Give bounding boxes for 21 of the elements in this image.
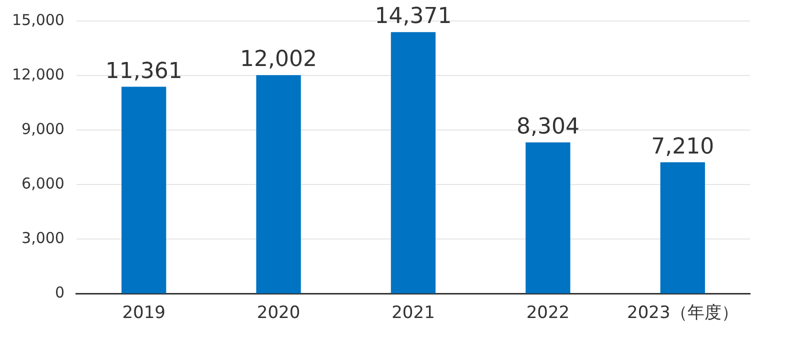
x-tick-label: 2019 bbox=[122, 303, 166, 324]
y-tick-label: 12,000 bbox=[12, 65, 64, 84]
bar bbox=[122, 86, 166, 294]
x-tick-label: 2020 bbox=[256, 303, 300, 324]
data-label: 12,002 bbox=[240, 47, 318, 72]
bar bbox=[256, 75, 301, 294]
data-label: 8,304 bbox=[516, 114, 580, 140]
data-label: 14,371 bbox=[374, 4, 452, 30]
bar bbox=[390, 32, 436, 294]
x-tick-label: 2021 bbox=[392, 303, 435, 324]
y-tick-label: 9,000 bbox=[22, 120, 64, 138]
bar bbox=[660, 162, 705, 294]
x-tick-label: 2022 bbox=[526, 303, 570, 324]
data-label: 11,361 bbox=[105, 58, 182, 84]
bar bbox=[526, 142, 570, 294]
y-tick-label: 6,000 bbox=[22, 174, 64, 192]
y-tick-label: 0 bbox=[54, 283, 64, 302]
y-tick-label: 3,000 bbox=[22, 228, 64, 247]
y-tick-label: 15,000 bbox=[12, 10, 64, 29]
data-label: 7,210 bbox=[651, 134, 714, 160]
x-tick-label: 2023（年度） bbox=[627, 303, 738, 324]
